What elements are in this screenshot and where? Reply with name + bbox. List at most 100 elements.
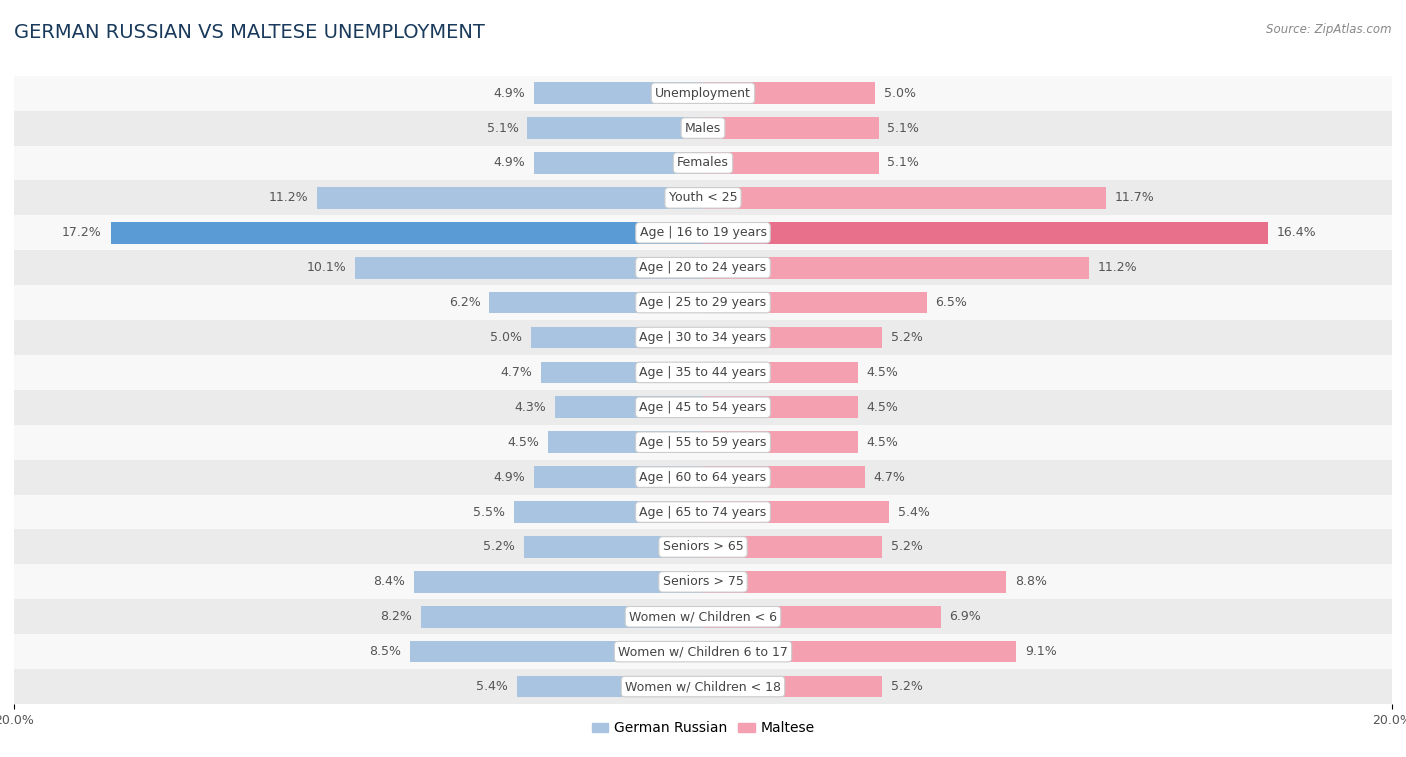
Bar (534, 466, 703, 488)
Bar (703, 222, 1268, 244)
Text: Age | 16 to 19 years: Age | 16 to 19 years (640, 226, 766, 239)
Bar (703, 187, 1107, 209)
Text: 16.4%: 16.4% (1277, 226, 1316, 239)
Text: 5.5%: 5.5% (472, 506, 505, 519)
Bar (703, 362, 858, 383)
Text: 5.0%: 5.0% (884, 86, 915, 100)
Text: 5.1%: 5.1% (887, 157, 920, 170)
Bar (703, 83, 875, 104)
Bar (703, 152, 879, 174)
Text: 4.9%: 4.9% (494, 471, 526, 484)
Text: 6.5%: 6.5% (935, 296, 967, 309)
Bar (14, 565, 1392, 600)
Text: 5.2%: 5.2% (891, 680, 922, 693)
Bar (14, 145, 1392, 180)
Bar (703, 501, 889, 523)
Text: Seniors > 65: Seniors > 65 (662, 540, 744, 553)
Bar (420, 606, 703, 628)
Bar (14, 180, 1392, 215)
Bar (411, 641, 703, 662)
Bar (703, 257, 1088, 279)
Bar (14, 529, 1392, 565)
Text: 4.9%: 4.9% (494, 157, 526, 170)
Text: 4.5%: 4.5% (866, 366, 898, 379)
Text: 17.2%: 17.2% (62, 226, 101, 239)
Text: Age | 60 to 64 years: Age | 60 to 64 years (640, 471, 766, 484)
Text: 4.9%: 4.9% (494, 86, 526, 100)
Text: 10.1%: 10.1% (307, 261, 346, 274)
Text: 8.4%: 8.4% (373, 575, 405, 588)
Bar (703, 676, 882, 697)
Text: 4.3%: 4.3% (515, 400, 547, 414)
Text: Women w/ Children < 18: Women w/ Children < 18 (626, 680, 780, 693)
Bar (14, 285, 1392, 320)
Bar (413, 571, 703, 593)
Bar (541, 362, 703, 383)
Text: 11.2%: 11.2% (269, 192, 308, 204)
Bar (318, 187, 703, 209)
Text: Women w/ Children < 6: Women w/ Children < 6 (628, 610, 778, 623)
Text: Males: Males (685, 122, 721, 135)
Bar (489, 291, 703, 313)
Bar (14, 215, 1392, 251)
Text: 6.2%: 6.2% (449, 296, 481, 309)
Bar (531, 327, 703, 348)
Text: 5.0%: 5.0% (491, 331, 522, 344)
Bar (703, 327, 882, 348)
Bar (534, 152, 703, 174)
Text: Age | 25 to 29 years: Age | 25 to 29 years (640, 296, 766, 309)
Text: 5.2%: 5.2% (891, 540, 922, 553)
Bar (111, 222, 703, 244)
Bar (14, 494, 1392, 529)
Bar (703, 641, 1017, 662)
Text: Age | 65 to 74 years: Age | 65 to 74 years (640, 506, 766, 519)
Text: 5.2%: 5.2% (891, 331, 922, 344)
Bar (14, 600, 1392, 634)
Bar (14, 390, 1392, 425)
Text: 5.2%: 5.2% (484, 540, 515, 553)
Bar (703, 431, 858, 453)
Text: 4.5%: 4.5% (866, 400, 898, 414)
Text: Age | 45 to 54 years: Age | 45 to 54 years (640, 400, 766, 414)
Bar (14, 669, 1392, 704)
Bar (703, 606, 941, 628)
Bar (14, 111, 1392, 145)
Text: 5.1%: 5.1% (486, 122, 519, 135)
Bar (703, 536, 882, 558)
Text: Age | 30 to 34 years: Age | 30 to 34 years (640, 331, 766, 344)
Text: 9.1%: 9.1% (1025, 645, 1057, 658)
Text: 4.5%: 4.5% (508, 436, 540, 449)
Text: Seniors > 75: Seniors > 75 (662, 575, 744, 588)
Bar (14, 76, 1392, 111)
Text: Unemployment: Unemployment (655, 86, 751, 100)
Bar (703, 291, 927, 313)
Bar (14, 355, 1392, 390)
Bar (527, 117, 703, 139)
Bar (14, 425, 1392, 459)
Text: 11.7%: 11.7% (1115, 192, 1154, 204)
Bar (356, 257, 703, 279)
Bar (14, 320, 1392, 355)
Bar (703, 571, 1007, 593)
Text: 5.4%: 5.4% (477, 680, 509, 693)
Bar (703, 397, 858, 418)
Bar (703, 466, 865, 488)
Text: 4.5%: 4.5% (866, 436, 898, 449)
Text: Source: ZipAtlas.com: Source: ZipAtlas.com (1267, 23, 1392, 36)
Bar (524, 536, 703, 558)
Bar (14, 251, 1392, 285)
Text: 8.5%: 8.5% (370, 645, 402, 658)
Bar (555, 397, 703, 418)
Legend: German Russian, Maltese: German Russian, Maltese (586, 716, 820, 741)
Text: 6.9%: 6.9% (949, 610, 981, 623)
Bar (548, 431, 703, 453)
Bar (517, 676, 703, 697)
Bar (14, 634, 1392, 669)
Text: 4.7%: 4.7% (873, 471, 905, 484)
Bar (703, 117, 879, 139)
Bar (14, 459, 1392, 494)
Bar (513, 501, 703, 523)
Text: Females: Females (678, 157, 728, 170)
Text: Age | 20 to 24 years: Age | 20 to 24 years (640, 261, 766, 274)
Text: GERMAN RUSSIAN VS MALTESE UNEMPLOYMENT: GERMAN RUSSIAN VS MALTESE UNEMPLOYMENT (14, 23, 485, 42)
